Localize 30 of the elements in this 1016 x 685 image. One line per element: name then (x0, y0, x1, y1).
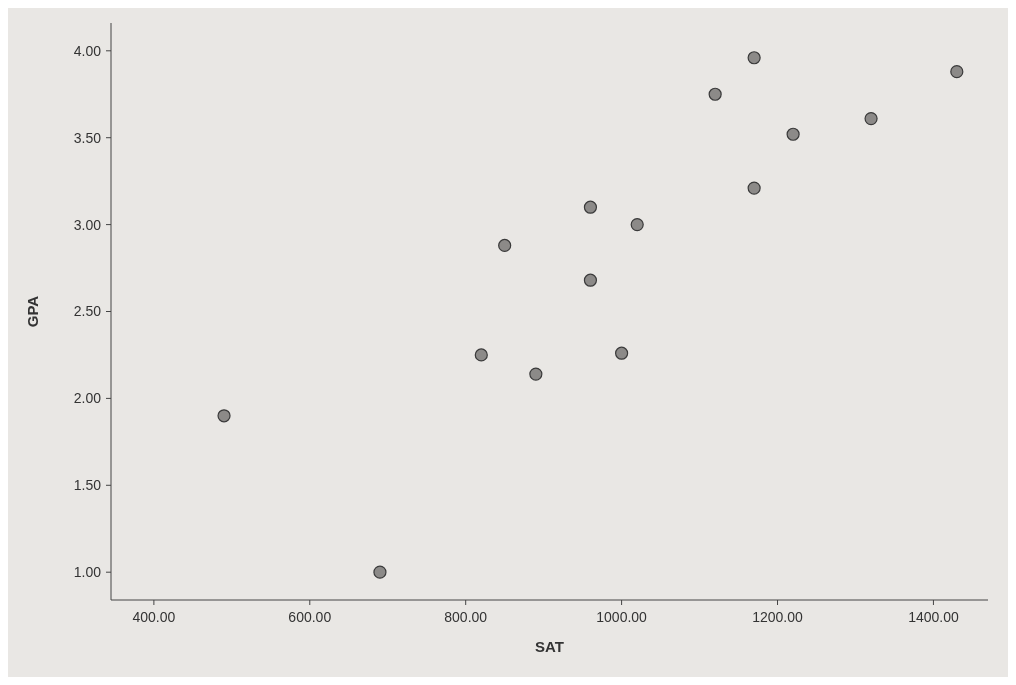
point (583, 200, 598, 214)
point (950, 65, 964, 79)
x-tick-label: 800.00 (444, 609, 488, 625)
point (747, 181, 761, 195)
y-tick-label: 3.50 (73, 129, 102, 146)
point (217, 409, 231, 423)
point (373, 565, 387, 579)
x-tick-label: 400.00 (132, 609, 176, 625)
x-tick-label: 1000.00 (596, 609, 648, 625)
point (708, 87, 722, 101)
point (498, 238, 512, 253)
point (615, 346, 629, 360)
x-tick-label: 1400.00 (908, 609, 959, 625)
y-tick-label: 1.50 (73, 477, 102, 494)
y-tick-label: 2.00 (73, 390, 102, 407)
point (864, 111, 878, 126)
x-tick-label: 1200.00 (752, 609, 804, 625)
y-axis-title: GPA (24, 295, 41, 328)
y-tick-label: 1.00 (73, 564, 102, 581)
point (786, 127, 800, 141)
point (583, 273, 598, 287)
point (474, 348, 488, 362)
point (747, 51, 761, 65)
y-tick-label: 2.50 (73, 303, 102, 320)
y-tick-label: 3.00 (73, 216, 102, 233)
y-tick-label: 4.00 (73, 42, 102, 59)
point (529, 367, 543, 381)
x-axis-title: SAT (535, 638, 564, 655)
point (630, 218, 644, 232)
x-tick-label: 600.00 (288, 609, 332, 625)
